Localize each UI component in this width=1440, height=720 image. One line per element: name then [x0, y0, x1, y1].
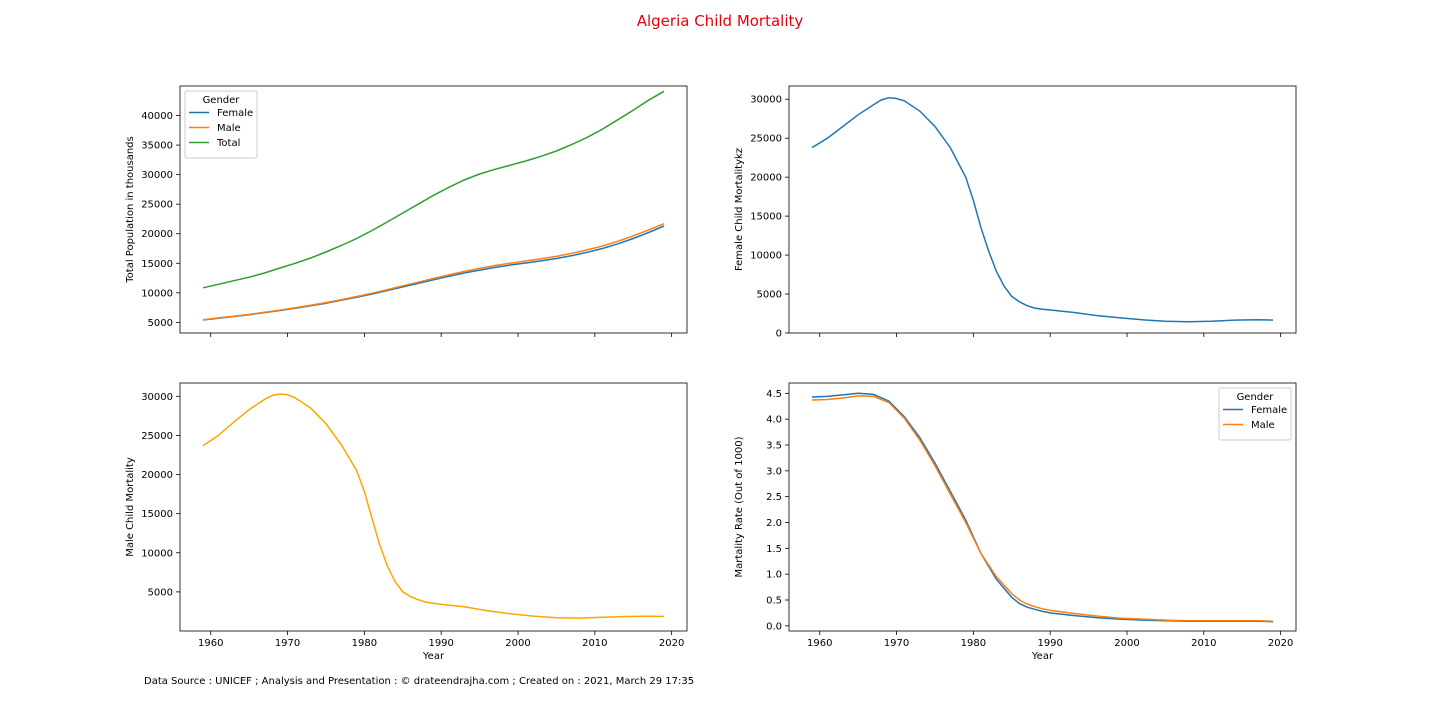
footnote: Data Source : UNICEF ; Analysis and Pres…: [144, 676, 694, 687]
series-line-total: [202, 90, 665, 289]
axes-frame: [788, 382, 1297, 632]
x-tick-label: 2010: [582, 638, 607, 649]
y-tick-label: 5000: [148, 318, 173, 329]
x-tick-label: 1980: [961, 638, 986, 649]
x-axis-label: Year: [1031, 651, 1054, 662]
y-tick-label: 10000: [141, 288, 173, 299]
panel-mortality-rate: 1960 1970 1980 1990 2000 2010 2020 0.0 0.5 1.0 1.5…: [734, 382, 1297, 662]
y-tick-label: 10000: [750, 251, 782, 262]
figure-title: Algeria Child Mortality: [637, 12, 804, 30]
y-tick-label: 25000: [750, 134, 782, 145]
y-tick-label: 0.0: [766, 621, 782, 632]
x-tick-label: 2000: [505, 638, 530, 649]
y-tick-label: 4.0: [766, 415, 782, 426]
y-tick-label: 20000: [141, 229, 173, 240]
legend-label-female: Female: [217, 108, 253, 119]
series-line-female: [811, 392, 1274, 623]
y-tick-label: 5000: [757, 290, 782, 301]
x-tick-label: 1990: [428, 638, 453, 649]
y-tick-label: 30000: [141, 170, 173, 181]
legend-box: [184, 90, 258, 159]
y-axis-label: Total Population in thousands: [125, 136, 136, 284]
x-tick-label: 1960: [807, 638, 832, 649]
legend-box: [1218, 387, 1292, 441]
y-tick-label: 2.0: [766, 518, 782, 529]
y-tick-label: 20000: [141, 470, 173, 481]
y-axis-label: Martality Rate (Out of 1000): [734, 436, 745, 577]
legend-label-male: Male: [1251, 420, 1275, 431]
series-line-male: [811, 395, 1274, 622]
y-tick-label: 5000: [148, 587, 173, 598]
panel-male-child-mortality: 1960 1970 1980 1990 2000 2010 2020 5000 10000 150…: [125, 382, 688, 662]
x-tick-label: 1990: [1037, 638, 1062, 649]
y-tick-label: 4.5: [766, 389, 782, 400]
series-line-male: [202, 223, 665, 321]
y-tick-label: 25000: [141, 200, 173, 211]
axes-frame: [179, 85, 688, 334]
y-tick-label: 15000: [750, 212, 782, 223]
y-axis-label: Female Child Mortalitykz: [734, 148, 745, 271]
series-line: [811, 96, 1274, 323]
y-tick-label: 3.5: [766, 441, 782, 452]
x-tick-label: 1970: [884, 638, 909, 649]
legend-label-total: Total: [216, 138, 240, 149]
x-tick-label: 2020: [1268, 638, 1293, 649]
y-tick-label: 1.5: [766, 544, 782, 555]
y-tick-label: 0: [776, 329, 782, 340]
x-tick-label: 1960: [198, 638, 223, 649]
y-tick-label: 1.0: [766, 570, 782, 581]
y-tick-label: 2.5: [766, 492, 782, 503]
x-tick-label: 1970: [275, 638, 300, 649]
y-tick-label: 15000: [141, 259, 173, 270]
x-tick-label: 2000: [1114, 638, 1139, 649]
y-axis-label: Male Child Mortality: [125, 457, 136, 557]
y-tick-label: 0.5: [766, 596, 782, 607]
y-tick-label: 30000: [141, 392, 173, 403]
x-tick-label: 1980: [352, 638, 377, 649]
legend-title: Gender: [1237, 392, 1275, 403]
panel-female-child-mortality: 0 5000 10000 15000 20000 25000 30000 Female Chi…: [734, 85, 1297, 340]
y-tick-label: 35000: [141, 141, 173, 152]
series-line: [202, 393, 665, 619]
panel-total-population: 5000 10000 15000 20000 25000 30000 35000 40000 T…: [125, 85, 688, 337]
legend-label-female: Female: [1251, 405, 1287, 416]
legend: Gender Female Male: [1218, 387, 1292, 441]
axes-frame: [179, 382, 688, 632]
legend-title: Gender: [203, 95, 241, 106]
y-tick-label: 25000: [141, 431, 173, 442]
y-tick-label: 3.0: [766, 466, 782, 477]
axes-frame: [788, 85, 1297, 334]
x-tick-label: 2020: [659, 638, 684, 649]
y-tick-label: 10000: [141, 548, 173, 559]
y-tick-label: 20000: [750, 173, 782, 184]
y-tick-label: 30000: [750, 95, 782, 106]
x-tick-label: 2010: [1191, 638, 1216, 649]
x-axis-label: Year: [422, 651, 445, 662]
legend-label-male: Male: [217, 123, 241, 134]
series-line-female: [202, 225, 665, 321]
legend: Gender Female Male Total: [184, 90, 258, 159]
y-tick-label: 15000: [141, 509, 173, 520]
y-tick-label: 40000: [141, 111, 173, 122]
